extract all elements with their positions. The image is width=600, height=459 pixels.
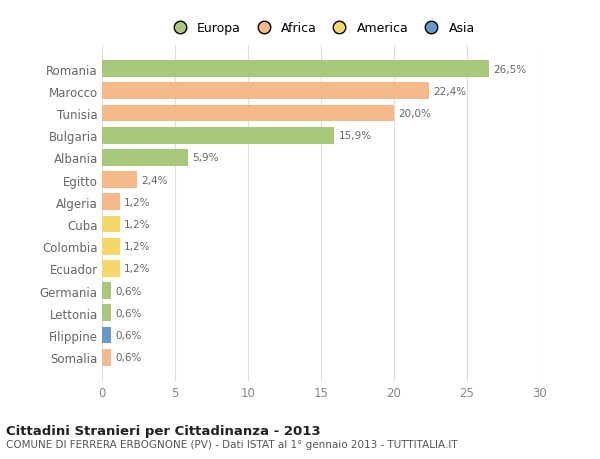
Bar [102, 106, 394, 122]
Text: 1,2%: 1,2% [124, 242, 151, 252]
Bar [102, 283, 111, 299]
Legend: Europa, Africa, America, Asia: Europa, Africa, America, Asia [163, 19, 479, 39]
Bar [102, 172, 137, 189]
Bar [102, 83, 429, 100]
Bar [102, 194, 119, 211]
Bar [102, 61, 489, 78]
Text: Cittadini Stranieri per Cittadinanza - 2013: Cittadini Stranieri per Cittadinanza - 2… [6, 424, 320, 437]
Text: 0,6%: 0,6% [115, 353, 142, 363]
Bar [102, 216, 119, 233]
Text: 2,4%: 2,4% [142, 175, 168, 185]
Bar [102, 261, 119, 277]
Text: 0,6%: 0,6% [115, 308, 142, 318]
Bar [102, 150, 188, 166]
Bar [102, 305, 111, 321]
Text: 1,2%: 1,2% [124, 264, 151, 274]
Bar [102, 128, 334, 144]
Text: 1,2%: 1,2% [124, 219, 151, 230]
Text: 1,2%: 1,2% [124, 197, 151, 207]
Text: COMUNE DI FERRERA ERBOGNONE (PV) - Dati ISTAT al 1° gennaio 2013 - TUTTITALIA.IT: COMUNE DI FERRERA ERBOGNONE (PV) - Dati … [6, 440, 458, 449]
Text: 15,9%: 15,9% [338, 131, 371, 141]
Bar [102, 327, 111, 344]
Bar [102, 349, 111, 366]
Text: 22,4%: 22,4% [433, 87, 467, 96]
Bar [102, 238, 119, 255]
Text: 20,0%: 20,0% [398, 109, 431, 119]
Text: 0,6%: 0,6% [115, 286, 142, 296]
Text: 0,6%: 0,6% [115, 330, 142, 340]
Text: 5,9%: 5,9% [193, 153, 219, 163]
Text: 26,5%: 26,5% [493, 64, 526, 74]
